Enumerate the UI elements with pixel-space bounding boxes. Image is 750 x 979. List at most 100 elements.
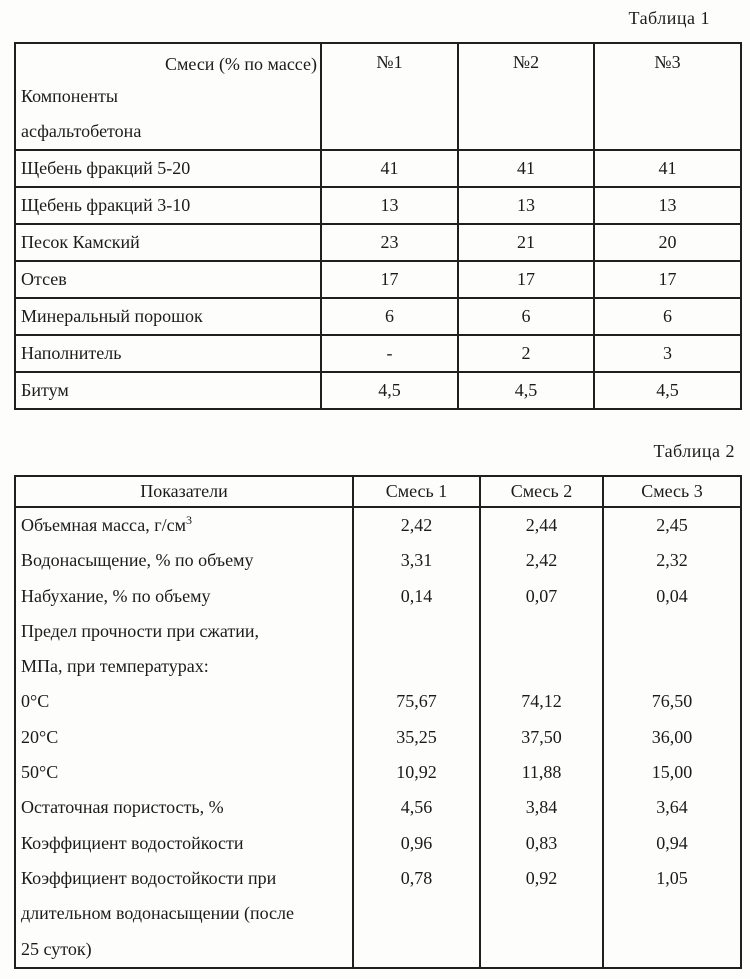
indicator-value: 0,83 xyxy=(525,832,558,853)
component-value: 6 xyxy=(593,297,742,336)
component-value: 41 xyxy=(457,149,595,188)
indicator-value xyxy=(354,649,479,684)
table1-corner-line: асфальтобетона xyxy=(21,121,142,141)
indicator-value: 2,44 xyxy=(525,515,558,535)
indicator-value xyxy=(481,896,602,931)
indicator-label: Предел прочности при сжатии, xyxy=(21,620,260,641)
table-row: Наполнитель -2 3 xyxy=(14,334,742,373)
table1-caption: Таблица 1 xyxy=(628,8,710,28)
component-value: 6 xyxy=(457,297,595,336)
indicator-label: МПа, при температурах: xyxy=(21,656,209,677)
indicator-label: 25 суток) xyxy=(21,938,92,959)
component-label: Песок Камский xyxy=(14,223,322,262)
component-value: 13 xyxy=(320,186,459,225)
component-value: 17 xyxy=(457,260,595,299)
component-value: 17 xyxy=(593,260,742,299)
table1: Смеси (% по массе) Компоненты асфальтобе… xyxy=(14,42,742,410)
component-label: Щебень фракций 3-10 xyxy=(14,186,322,225)
indicator-value: 37,50 xyxy=(521,726,562,747)
indicator-label: 0°С xyxy=(21,691,50,712)
indicator-value xyxy=(481,614,602,649)
indicator-value: 2,42 xyxy=(525,550,558,571)
indicator-value: 0,96 xyxy=(400,832,433,853)
indicator-label: длительном водонасыщении (после xyxy=(21,903,295,924)
table1-body: Щебень фракций 5-20 41 41 41 Щебень фракций … xyxy=(14,149,742,410)
component-label: Отсев xyxy=(14,260,322,299)
indicator-value: 76,50 xyxy=(651,691,693,712)
component-label: Щебень фракций 5-20 xyxy=(14,149,322,188)
indicator-value xyxy=(604,896,740,931)
table1-column-header: №2 xyxy=(457,42,595,151)
table-row: Щебень фракций 3-10 13 13 13 xyxy=(14,186,742,225)
component-value: - xyxy=(320,334,459,373)
component-value: 3 xyxy=(593,334,742,373)
component-value: 41 xyxy=(593,149,742,188)
indicator-value: 0,92 xyxy=(525,867,558,888)
table2-column-header: Смесь 2 xyxy=(479,475,604,508)
table2-values-cell-2: 2,44 2,42 0,07 74,12 37,50 11,88 3,84 0,83 0,92 xyxy=(479,506,604,969)
indicator-value: 0,07 xyxy=(525,585,558,606)
indicator-label: Набухание, % по объему xyxy=(21,585,211,606)
indicator-value: 3,31 xyxy=(400,550,433,571)
component-value: 2 xyxy=(457,334,595,373)
table-row: Отсев 17 17 17 xyxy=(14,260,742,299)
indicator-value xyxy=(481,932,602,967)
table-row: Щебень фракций 5-20 41 41 41 xyxy=(14,149,742,188)
superscript: 3 xyxy=(186,513,193,527)
component-value: 23 xyxy=(320,223,459,262)
indicator-value: 11,88 xyxy=(521,762,562,783)
indicator-value xyxy=(354,614,479,649)
table2: Показатели Смесь 1 Смесь 2 Смесь 3 Объем… xyxy=(14,475,742,969)
indicator-value: 0,94 xyxy=(656,832,688,853)
component-value: 21 xyxy=(457,223,595,262)
indicator-value: 0,78 xyxy=(400,867,433,888)
indicator-value xyxy=(354,932,479,967)
indicator-value xyxy=(481,649,602,684)
table2-caption: Таблица 2 xyxy=(653,441,735,461)
indicator-value xyxy=(604,614,740,649)
indicator-value: 3,84 xyxy=(525,797,558,818)
indicator-label: Коэффициент водостойкости при xyxy=(21,867,277,888)
table2-column-header: Показатели xyxy=(14,475,354,508)
table2-values-cell-1: 2,42 3,31 0,14 75,67 35,25 10,92 4,56 0,96 0,78 xyxy=(352,506,481,969)
indicator-value: 2,42 xyxy=(400,515,433,535)
indicator-value: 36,00 xyxy=(651,726,693,747)
table2-header-row: Показатели Смесь 1 Смесь 2 Смесь 3 xyxy=(14,475,742,508)
indicator-label: Остаточная пористость, % xyxy=(21,797,224,818)
component-label: Минеральный порошок xyxy=(14,297,322,336)
indicator-value: 4,56 xyxy=(400,797,433,818)
indicator-value: 2,32 xyxy=(656,550,688,571)
indicator-value: 3,64 xyxy=(656,797,688,818)
indicator-label: Коэффициент водостойкости xyxy=(21,832,244,853)
table1-header-row: Смеси (% по массе) Компоненты асфальтобе… xyxy=(14,42,742,151)
component-value: 6 xyxy=(320,297,459,336)
indicator-value xyxy=(354,896,479,931)
indicator-label: Объемная масса, г/см3 xyxy=(21,513,193,535)
indicator-value xyxy=(604,649,740,684)
indicator-label: 50°С xyxy=(21,762,59,783)
indicator-value: 2,45 xyxy=(656,515,688,535)
table-row: Минеральный порошок 6 6 6 xyxy=(14,297,742,336)
table2-labels-cell: Объемная масса, г/см3 Водонасыщение, % по… xyxy=(14,506,354,969)
component-label: Наполнитель xyxy=(14,334,322,373)
component-value: 13 xyxy=(457,186,595,225)
indicator-value xyxy=(604,932,740,967)
indicator-value: 0,04 xyxy=(656,585,688,606)
table2-values-cell-3: 2,45 2,32 0,04 76,50 36,00 15,00 3,64 0,94 1,05 xyxy=(602,506,742,969)
component-value: 4,5 xyxy=(593,371,742,410)
indicator-value: 74,12 xyxy=(521,691,562,712)
component-value: 4,5 xyxy=(457,371,595,410)
table1-corner-line: Компоненты xyxy=(21,86,119,106)
table2-column-header: Смесь 1 xyxy=(352,475,481,508)
table1-corner-top-label: Смеси (% по массе) xyxy=(164,54,317,74)
indicator-value: 75,67 xyxy=(396,691,437,712)
component-label: Битум xyxy=(14,371,322,410)
table-row: Песок Камский 23 21 20 xyxy=(14,223,742,262)
component-value: 20 xyxy=(593,223,742,262)
indicator-label: Водонасыщение, % по объему xyxy=(21,550,254,571)
indicator-value: 15,00 xyxy=(651,762,693,783)
table1-corner-cell: Смеси (% по массе) Компоненты асфальтобе… xyxy=(14,42,322,151)
indicator-value: 35,25 xyxy=(396,726,437,747)
table-row: Битум 4,5 4,5 4,5 xyxy=(14,371,742,410)
